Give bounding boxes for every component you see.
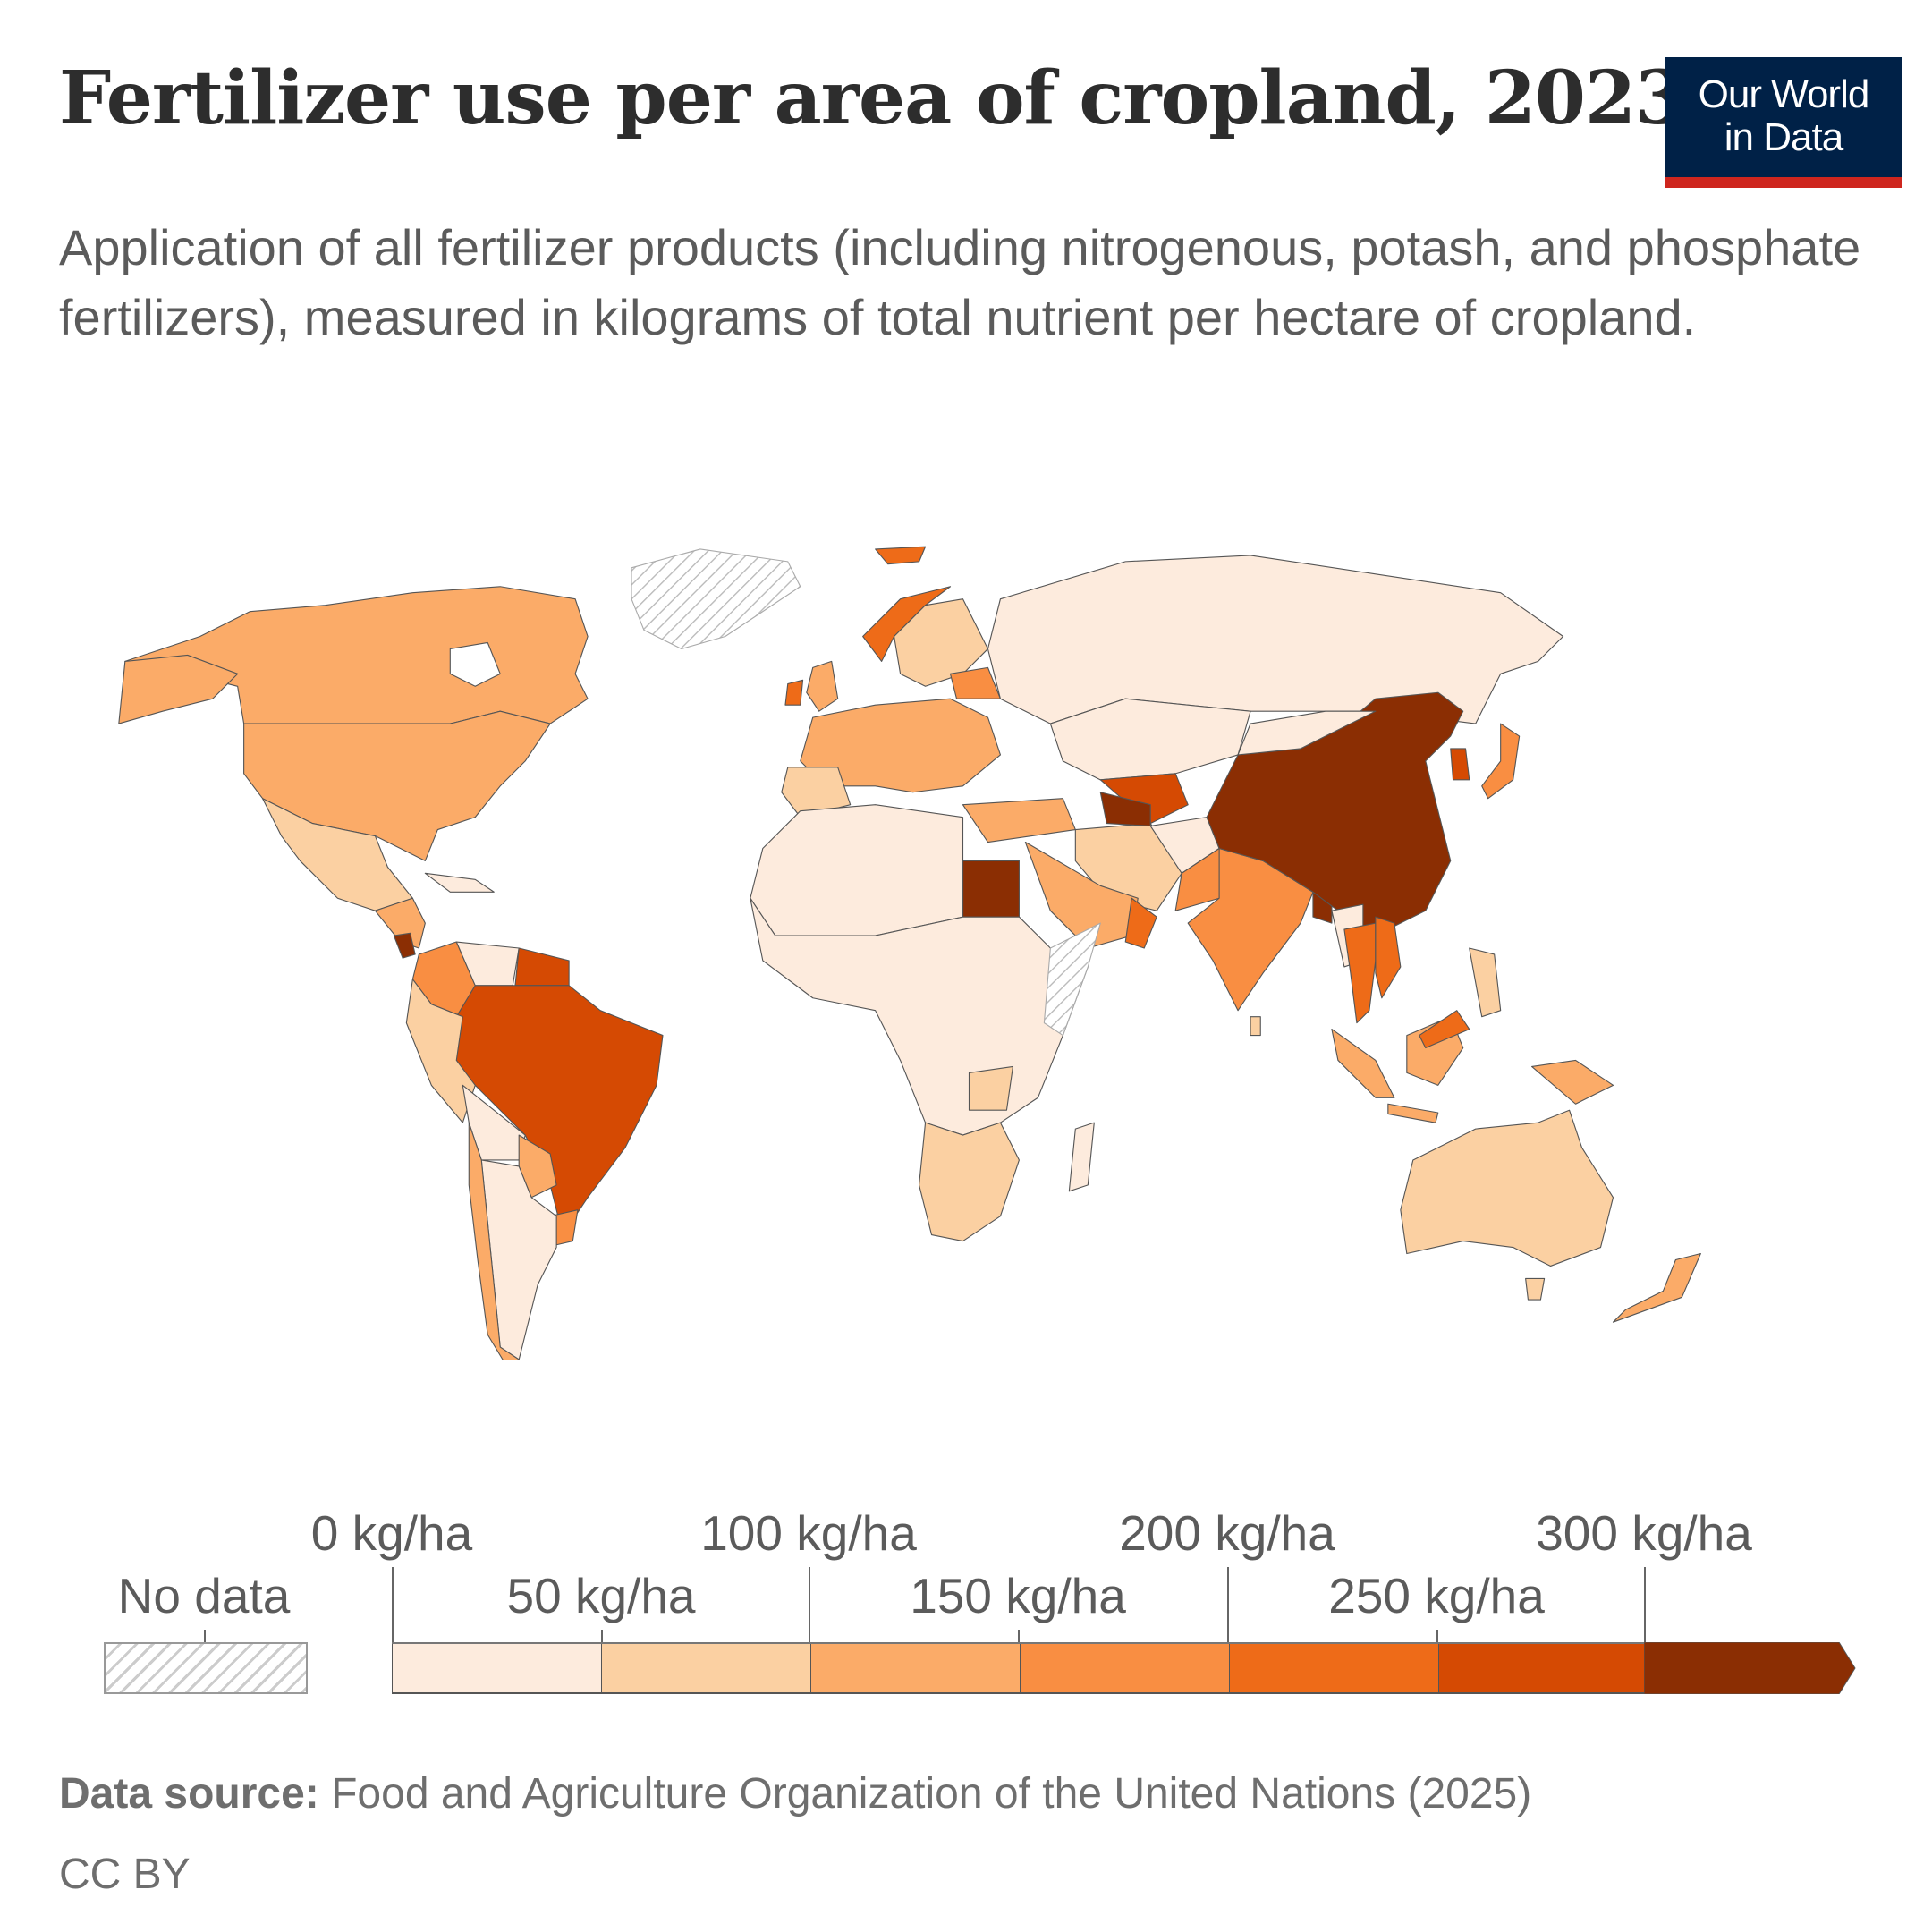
legend-no-data-label: No data (117, 1568, 291, 1623)
region-new-guinea (1531, 1059, 1614, 1105)
region-philippines (1469, 947, 1502, 1018)
legend-bin-150-200[interactable] (1020, 1644, 1229, 1692)
region-chile (468, 1122, 520, 1360)
region-north-africa (750, 804, 964, 936)
data-source-text: Food and Agriculture Organization of the… (331, 1770, 1532, 1818)
region-malaysia-borneo (1419, 1010, 1470, 1049)
region-sweden-finland (894, 598, 989, 687)
region-sumatra (1331, 1029, 1395, 1098)
legend-bin-50-100[interactable] (601, 1644, 810, 1692)
region-guianas (514, 947, 570, 987)
region-alaska (118, 654, 239, 724)
legend-color-scale (392, 1642, 1648, 1694)
region-zambia (968, 1065, 1013, 1111)
legend-bin-300-plus[interactable] (1644, 1642, 1859, 1694)
region-sri-lanka (1250, 1016, 1261, 1037)
legend-label-200: 200 kg/ha (1119, 1505, 1335, 1561)
region-kazakhstan (1049, 698, 1251, 781)
legend-tick-100 (809, 1567, 810, 1642)
region-greenland (631, 548, 801, 650)
legend-label-300: 300 kg/ha (1536, 1505, 1752, 1561)
chart-subtitle: Application of all fertilizer products (… (59, 219, 1861, 345)
legend-label-150: 150 kg/ha (910, 1568, 1126, 1623)
chart-title: Fertilizer use per area of cropland, 202… (59, 55, 1686, 141)
logo-line-2: in Data (1724, 115, 1843, 159)
region-tasmania (1525, 1277, 1546, 1301)
region-cuba (424, 872, 495, 893)
legend-tick-50 (601, 1630, 603, 1642)
legend-no-data-tick (204, 1630, 206, 1642)
legend-bin-200-250[interactable] (1229, 1644, 1438, 1692)
legend-label-50: 50 kg/ha (506, 1568, 696, 1623)
legend-tick-150 (1018, 1630, 1020, 1642)
legend-label-100: 100 kg/ha (700, 1505, 917, 1561)
region-java (1387, 1103, 1439, 1123)
region-belarus (949, 666, 1002, 699)
license[interactable]: CC BY (59, 1851, 191, 1898)
region-southern-africa (919, 1122, 1020, 1242)
region-russia (987, 555, 1564, 724)
region-madagascar (1068, 1122, 1095, 1192)
region-turkey (962, 798, 1076, 843)
region-oman (1124, 897, 1157, 949)
region-mongolia (1237, 710, 1377, 756)
data-source: Data source: Food and Agriculture Organi… (59, 1769, 1531, 1818)
data-source-label: Data source: (59, 1770, 319, 1818)
logo-line-1: Our World (1698, 72, 1870, 116)
legend-tick-0 (392, 1567, 394, 1642)
owid-logo[interactable]: Our World in Data (1665, 57, 1902, 188)
region-paraguay (518, 1134, 557, 1199)
legend-tick-200 (1227, 1567, 1229, 1642)
legend-no-data-swatch[interactable] (104, 1642, 308, 1694)
region-uk (806, 660, 839, 712)
region-new-zealand (1612, 1252, 1701, 1323)
region-vietnam (1375, 916, 1402, 999)
region-egypt (962, 860, 1020, 918)
legend-label-0: 0 kg/ha (310, 1505, 473, 1561)
legend-bin-100-150[interactable] (810, 1644, 1020, 1692)
legend-tick-300 (1644, 1567, 1646, 1642)
region-ireland (784, 679, 804, 706)
region-thailand (1343, 922, 1377, 1024)
legend-tick-250 (1436, 1630, 1438, 1642)
region-australia (1400, 1109, 1614, 1267)
legend-bin-0-50[interactable] (392, 1644, 601, 1692)
region-iceland (875, 546, 927, 565)
region-costa-rica (393, 932, 416, 959)
region-bolivia (462, 1084, 526, 1161)
region-south-korea (1450, 748, 1470, 781)
region-peru (405, 979, 476, 1123)
region-somalia (1043, 922, 1101, 1037)
logo-accent-bar (1665, 177, 1902, 188)
world-map (118, 546, 1701, 1360)
region-japan (1481, 723, 1521, 800)
legend-label-250: 250 kg/ha (1328, 1568, 1545, 1623)
legend-bin-250-300[interactable] (1438, 1644, 1648, 1692)
